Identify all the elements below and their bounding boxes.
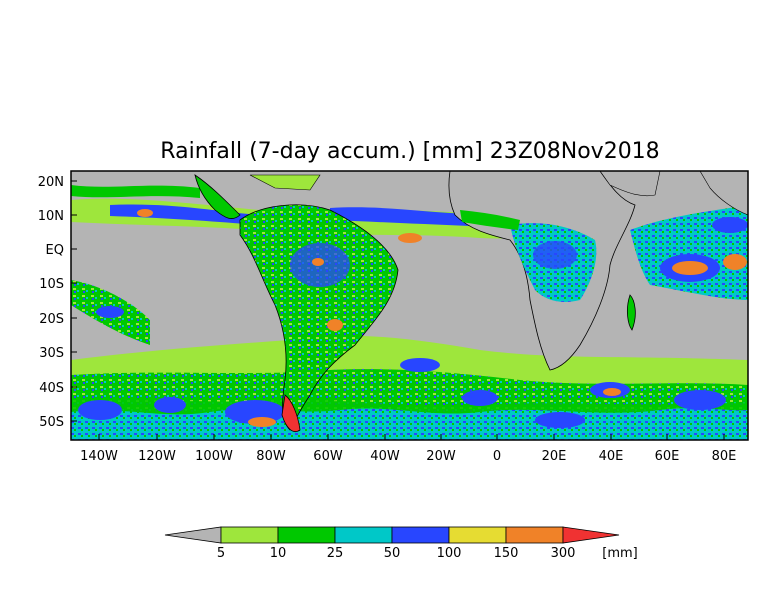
lon-label-140w: 140W (80, 449, 118, 464)
lat-label-20s: 20S (39, 312, 64, 327)
lon-label-20e: 20E (542, 449, 567, 464)
map-title: Rainfall (7-day accum.) [mm] 23Z08Nov201… (160, 139, 659, 164)
lon-label-0: 0 (493, 449, 501, 464)
lat-label-10s: 10S (39, 277, 64, 292)
colorbar-segment-1 (220, 526, 279, 544)
map-frame (70, 170, 749, 441)
colorbar: 5 10 25 50 100 150 300 [mm] (164, 526, 638, 561)
lat-label-eq: EQ (46, 243, 64, 258)
map-panel: 20N 10N EQ 10S 20S 30S 40S 50S 140W 120W… (38, 170, 749, 464)
lat-label-20n: 20N (38, 175, 64, 190)
longitude-axis (98, 434, 725, 440)
lat-label-10n: 10N (38, 209, 64, 224)
colorbar-segment-5 (448, 526, 507, 544)
lon-label-60e: 60E (655, 449, 680, 464)
colorbar-label-25: 25 (327, 546, 344, 561)
lon-label-120w: 120W (138, 449, 176, 464)
lat-label-30s: 30S (39, 346, 64, 361)
lon-label-80e: 80E (712, 449, 737, 464)
colorbar-label-150: 150 (494, 546, 519, 561)
colorbar-label-100: 100 (437, 546, 462, 561)
colorbar-label-300: 300 (551, 546, 576, 561)
colorbar-segment-2 (277, 526, 336, 544)
colorbar-high-arrow (562, 526, 620, 544)
lat-label-40s: 40S (39, 381, 64, 396)
latitude-axis (71, 180, 77, 422)
colorbar-segment-6 (505, 526, 564, 544)
lon-label-60w: 60W (313, 449, 343, 464)
lon-label-40w: 40W (370, 449, 400, 464)
colorbar-label-10: 10 (270, 546, 287, 561)
lon-label-20w: 20W (426, 449, 456, 464)
colorbar-segment-4 (391, 526, 450, 544)
lon-label-100w: 100W (195, 449, 233, 464)
rainfall-field (71, 171, 748, 440)
colorbar-unit: [mm] (602, 546, 637, 561)
colorbar-label-5: 5 (217, 546, 225, 561)
colorbar-low-arrow (164, 526, 222, 544)
colorbar-label-50: 50 (384, 546, 401, 561)
south-america (239, 204, 399, 431)
colorbar-segment-3 (334, 526, 393, 544)
lat-label-50s: 50S (39, 415, 64, 430)
lon-label-80w: 80W (256, 449, 286, 464)
lon-label-40e: 40E (599, 449, 624, 464)
